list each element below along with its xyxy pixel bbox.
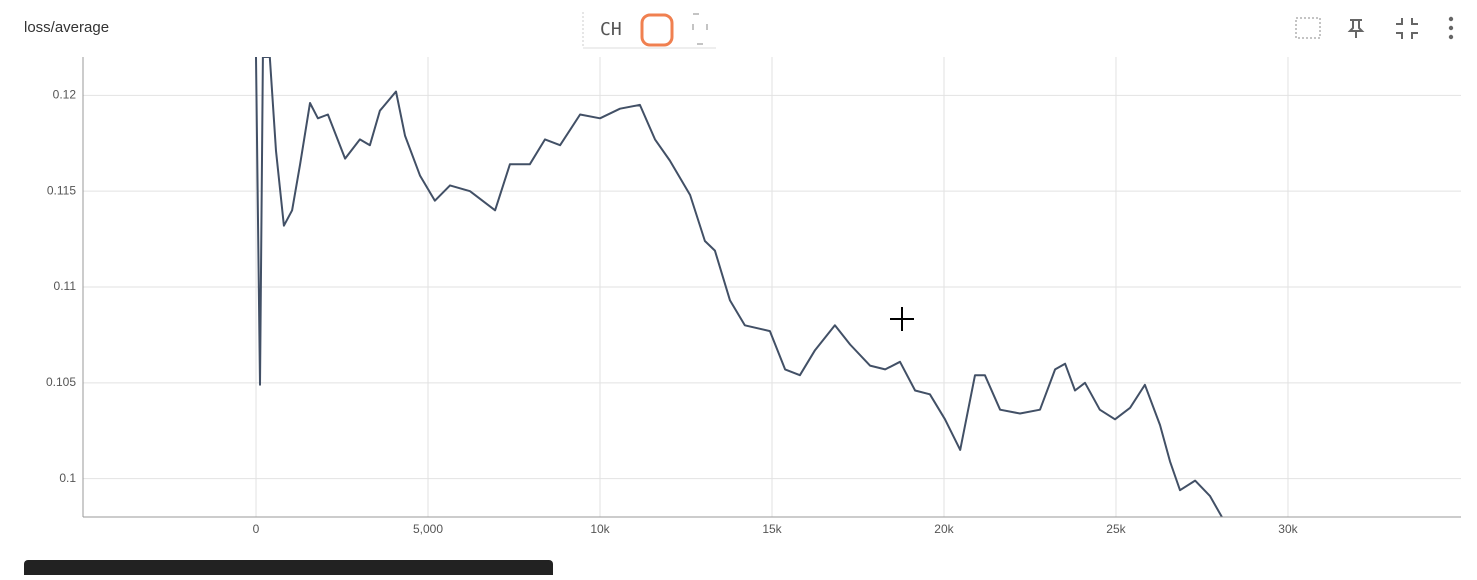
line-series — [255, 57, 1223, 517]
toolbar-icons[interactable] — [1295, 16, 1454, 40]
cursor — [890, 307, 914, 331]
fit-icon[interactable] — [1295, 17, 1321, 39]
x-tick-label: 10k — [590, 522, 610, 536]
y-tick-label: 0.105 — [46, 375, 76, 389]
x-tick-label: 0 — [253, 522, 260, 536]
y-tick-label: 0.115 — [47, 183, 76, 197]
y-tick-label: 0.1 — [59, 471, 76, 485]
y-tick-label: 0.11 — [54, 279, 77, 293]
plot: 0.1 0.105 0.11 0.115 0.12 0 5,000 10k 15k 20k 25k 3… — [46, 57, 1461, 536]
ime-toolbar: CH — [582, 12, 716, 49]
y-tick-label: 0.12 — [53, 88, 77, 102]
x-tick-label: 25k — [1106, 522, 1126, 536]
pin-icon[interactable] — [1347, 19, 1365, 38]
tooltip — [24, 560, 553, 580]
x-tick-label: 5,000 — [413, 522, 443, 536]
ime-badge: CH — [600, 19, 622, 40]
collapse-icon[interactable] — [1396, 18, 1418, 39]
x-tick-label: 15k — [762, 522, 782, 536]
x-tick-label: 30k — [1278, 522, 1298, 536]
x-tick-label: 20k — [934, 522, 954, 536]
chart-title: loss/average — [24, 19, 109, 36]
menu-icon[interactable] — [1448, 16, 1454, 40]
